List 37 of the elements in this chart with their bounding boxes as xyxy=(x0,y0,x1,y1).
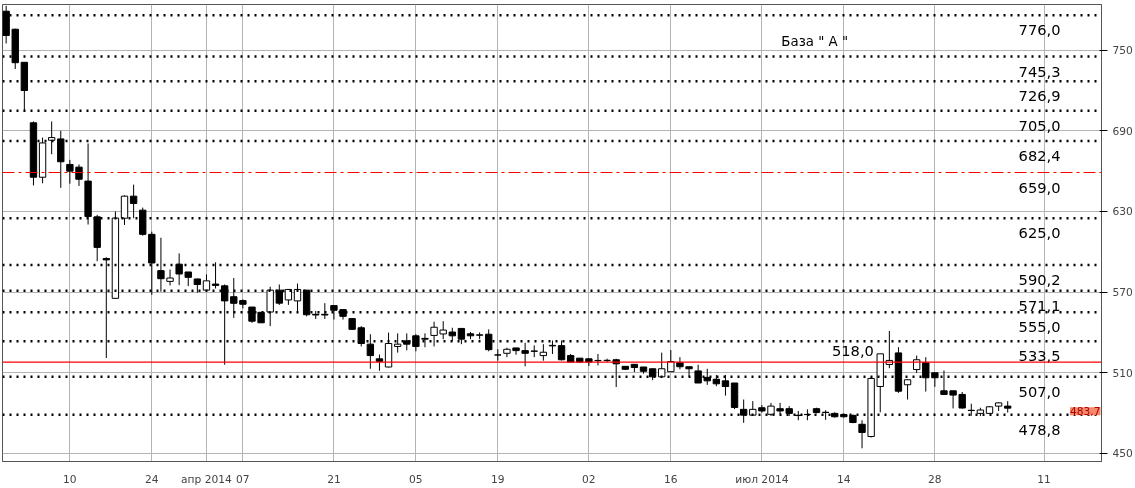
ref-line-label: 555,0 xyxy=(1018,318,1061,336)
ref-line-label: 590,2 xyxy=(1018,270,1061,288)
ref-line-label: 682,4 xyxy=(1018,147,1061,165)
ref-line-label: 625,0 xyxy=(1018,224,1061,242)
x-tick-label: 21 xyxy=(327,472,341,486)
x-tick-label: 05 xyxy=(409,472,423,486)
y-tick-label: 690 xyxy=(1112,124,1134,138)
ref-line-label: 659,0 xyxy=(1018,178,1061,196)
ref-line-label: 478,8 xyxy=(1018,420,1061,438)
ref-line-label: 507,0 xyxy=(1018,382,1061,400)
x-tick-label: апр 2014 xyxy=(181,472,233,486)
annotation: База " А " xyxy=(781,33,849,49)
x-tick-label: 14 xyxy=(837,472,851,486)
candlestick xyxy=(494,348,502,362)
y-tick-label: 630 xyxy=(1112,205,1134,219)
ref-line-label: 533,5 xyxy=(1018,347,1061,365)
y-tick-label: 510 xyxy=(1112,366,1134,380)
y-tick-label: 450 xyxy=(1112,447,1134,461)
x-tick-label: 24 xyxy=(145,472,159,486)
ref-line-label: 726,9 xyxy=(1018,87,1061,105)
x-tick-label: июл 2014 xyxy=(735,472,789,486)
ref-line-label: 571,1 xyxy=(1018,296,1061,314)
y-tick-label: 750 xyxy=(1112,44,1134,58)
y-tick-label: 570 xyxy=(1112,286,1134,300)
ref-line-label: 518,0 xyxy=(831,342,874,360)
x-tick-label: 19 xyxy=(491,472,505,486)
x-tick-label: 16 xyxy=(664,472,678,486)
ref-line-label: 745,3 xyxy=(1018,62,1061,80)
ref-line-label: 776,0 xyxy=(1018,21,1061,39)
x-tick-label: 28 xyxy=(928,472,942,486)
annotation: 483,7 xyxy=(1069,405,1101,419)
x-tick-label: 11 xyxy=(1037,472,1051,486)
candlestick xyxy=(129,184,138,219)
x-tick-label: 02 xyxy=(582,472,596,486)
x-tick-label: 07 xyxy=(236,472,250,486)
ref-line-label: 705,0 xyxy=(1018,116,1061,134)
x-tick-label: 10 xyxy=(63,472,77,486)
